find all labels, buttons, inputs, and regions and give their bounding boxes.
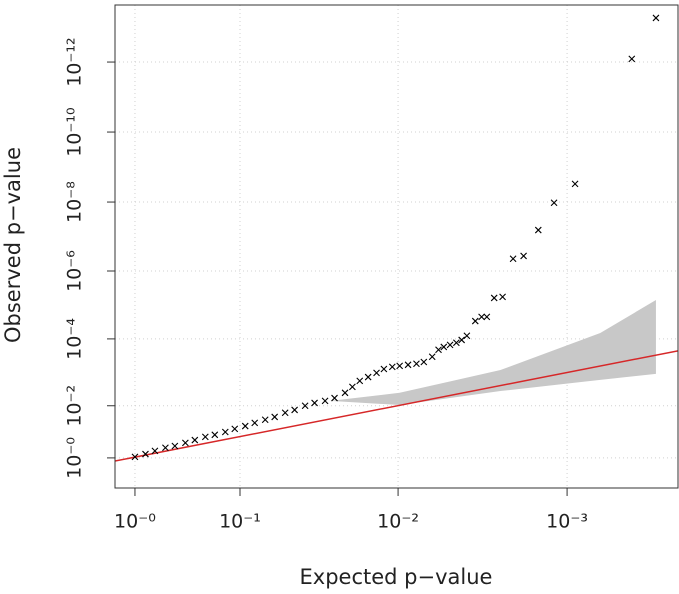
point (311, 399, 318, 407)
point (440, 343, 448, 351)
y-tick-label: 10⁻⁸ (64, 181, 86, 223)
point (191, 436, 199, 444)
y-tick-label: 10⁻⁴ (64, 318, 86, 360)
point (211, 431, 219, 439)
point (428, 353, 436, 361)
point (463, 332, 471, 340)
x-tick-label: 10⁻² (377, 511, 419, 533)
point (271, 413, 279, 421)
reference-line (115, 350, 678, 462)
point (420, 358, 428, 366)
x-tick-label: 10⁻³ (546, 511, 588, 533)
point (571, 180, 579, 188)
point (142, 450, 149, 458)
point (471, 317, 479, 325)
point (162, 444, 169, 452)
point (201, 433, 209, 441)
point (348, 383, 356, 391)
point (388, 363, 396, 371)
point (241, 422, 249, 430)
plot-frame (114, 4, 679, 489)
y-tick-label: 10⁻¹² (64, 37, 86, 86)
x-axis-label: Expected p−value (300, 565, 493, 589)
point (281, 409, 289, 417)
point (251, 419, 259, 427)
x-tick-label: 10⁻⁰ (114, 511, 156, 533)
point (490, 294, 498, 302)
point (364, 373, 372, 381)
point (452, 339, 460, 347)
y-tick-label: 10⁻¹⁰ (64, 107, 86, 156)
point (151, 447, 159, 455)
point (499, 293, 506, 301)
point (652, 14, 660, 22)
point (534, 226, 542, 234)
point (520, 252, 527, 260)
confidence-band (330, 300, 656, 406)
point (413, 360, 420, 368)
point (435, 346, 442, 354)
y-tick-label: 10⁻⁰ (64, 437, 86, 479)
point (509, 255, 517, 263)
point (396, 362, 404, 370)
plot-area (115, 14, 678, 462)
y-tick-label: 10⁻² (64, 385, 86, 427)
point (478, 313, 485, 321)
y-tick-label: 10⁻⁶ (64, 250, 86, 292)
point (131, 453, 139, 461)
y-axis-label: Observed p−value (1, 147, 25, 343)
point (221, 428, 229, 436)
point (261, 416, 269, 424)
point (446, 341, 454, 349)
point (341, 389, 349, 397)
point (458, 336, 466, 344)
point (628, 55, 636, 63)
point (483, 313, 491, 321)
point (404, 361, 412, 369)
point (380, 365, 388, 373)
point (181, 439, 189, 447)
point (356, 377, 364, 385)
point (301, 402, 309, 410)
point (550, 199, 558, 207)
x-tick-label: 10⁻¹ (219, 511, 261, 533)
point (321, 397, 329, 405)
point (331, 394, 338, 402)
point (171, 442, 179, 450)
point (231, 425, 239, 433)
point (373, 369, 380, 377)
point (291, 406, 299, 414)
